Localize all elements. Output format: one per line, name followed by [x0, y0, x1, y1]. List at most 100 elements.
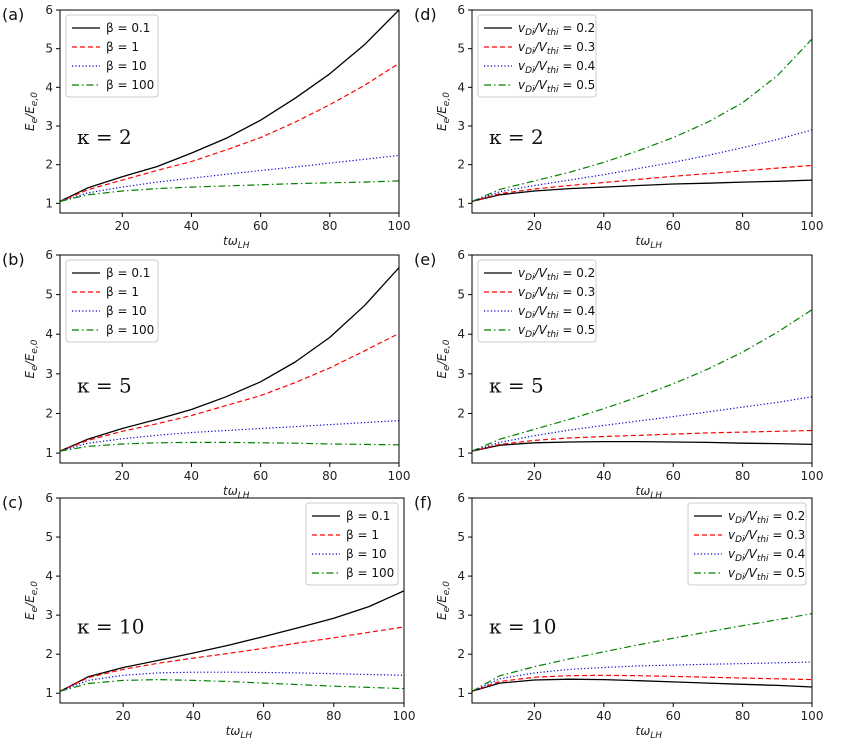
- legend-box: [477, 14, 597, 98]
- y-tick-label: 5: [457, 288, 465, 302]
- y-tick-label: 2: [457, 158, 465, 172]
- panel-label: (d): [414, 5, 437, 24]
- y-tick-label: 4: [45, 569, 53, 583]
- y-tick-label: 3: [45, 119, 53, 133]
- series-line-2: [472, 674, 812, 692]
- y-tick-label: 3: [457, 367, 465, 381]
- x-tick-label: 60: [666, 219, 681, 233]
- panel-label: (b): [2, 250, 25, 269]
- y-tick-label: 5: [45, 288, 53, 302]
- x-tick-label: 40: [596, 709, 611, 723]
- x-axis-label: tωLH: [223, 234, 250, 251]
- series-line-4: [60, 180, 399, 202]
- series-line-4: [472, 309, 812, 452]
- y-tick-label: 5: [457, 42, 465, 56]
- panel-label: (a): [2, 5, 24, 24]
- y-tick-label: 2: [457, 406, 465, 420]
- series-line-2: [472, 429, 812, 452]
- series-line-2: [60, 62, 399, 202]
- series-line-1: [472, 179, 812, 203]
- kappa-annotation: κ = 10: [77, 614, 144, 638]
- axes-frame: [471, 9, 813, 214]
- y-tick-label: 4: [45, 80, 53, 94]
- x-tick-label: 60: [253, 469, 268, 483]
- axes-frame: [59, 254, 400, 464]
- x-tick-label: 80: [322, 469, 337, 483]
- series-line-2: [60, 332, 399, 452]
- legend-label: β = 100: [106, 78, 154, 92]
- x-tick-label: 100: [388, 469, 411, 483]
- x-tick-label: 80: [735, 219, 750, 233]
- legend-label: β = 10: [106, 304, 147, 318]
- x-tick-label: 20: [115, 469, 130, 483]
- legend-label: β = 10: [106, 59, 147, 73]
- series-line-3: [472, 396, 812, 452]
- y-axis-label: Ee/Ee,0: [435, 339, 452, 378]
- y-tick-label: 6: [45, 3, 53, 17]
- legend-label: vDi/Vthi = 0.4: [518, 304, 595, 321]
- legend-label: vDi/Vthi = 0.5: [728, 566, 805, 583]
- y-tick-label: 4: [45, 327, 53, 341]
- x-tick-label: 20: [115, 219, 130, 233]
- axes-frame: [59, 9, 400, 214]
- legend-label: vDi/Vthi = 0.3: [518, 285, 595, 302]
- y-tick-label: 3: [457, 608, 465, 622]
- y-tick-label: 2: [45, 158, 53, 172]
- legend-label: vDi/Vthi = 0.2: [728, 509, 805, 526]
- legend: β = 0.1 β = 1 β = 10 β = 100: [65, 14, 159, 98]
- legend-label: vDi/Vthi = 0.5: [518, 323, 595, 340]
- y-tick-label: 5: [45, 42, 53, 56]
- x-tick-label: 20: [527, 709, 542, 723]
- y-tick-label: 1: [45, 446, 53, 460]
- x-tick-label: 40: [596, 219, 611, 233]
- legend-label: β = 0.1: [106, 21, 150, 35]
- legend-label: vDi/Vthi = 0.3: [518, 40, 595, 57]
- x-axis-label: tωLH: [636, 234, 663, 251]
- legend-label: vDi/Vthi = 0.2: [518, 21, 595, 38]
- panel-label: (c): [2, 493, 23, 512]
- legend-label: vDi/Vthi = 0.4: [728, 547, 805, 564]
- axes-frame: [471, 497, 813, 704]
- panel-label: (e): [414, 250, 436, 269]
- legend-label: vDi/Vthi = 0.3: [728, 528, 805, 545]
- legend-label: β = 100: [106, 323, 154, 337]
- legend-label: β = 1: [106, 40, 139, 54]
- y-axis-label: Ee/Ee,0: [435, 581, 452, 620]
- x-tick-label: 60: [256, 709, 271, 723]
- kappa-annotation: κ = 10: [489, 614, 556, 638]
- y-tick-label: 4: [457, 569, 465, 583]
- x-axis-label: tωLH: [636, 484, 663, 501]
- legend: β = 0.1 β = 1 β = 10 β = 100: [65, 259, 159, 343]
- series-line-3: [60, 671, 404, 692]
- legend-label: β = 0.1: [346, 509, 390, 523]
- x-tick-label: 100: [393, 709, 416, 723]
- y-tick-label: 2: [457, 647, 465, 661]
- legend: vDi/Vthi = 0.2 vDi/Vthi = 0.3 vDi/Vthi = 0…: [477, 14, 597, 98]
- series-line-4: [60, 441, 399, 452]
- series-line-1: [60, 10, 399, 202]
- series-line-1: [60, 267, 399, 452]
- series-line-1: [60, 590, 404, 692]
- legend: vDi/Vthi = 0.2 vDi/Vthi = 0.3 vDi/Vthi = 0…: [477, 259, 597, 343]
- y-tick-label: 1: [457, 196, 465, 210]
- kappa-annotation: κ = 5: [77, 373, 132, 397]
- x-tick-label: 20: [527, 469, 542, 483]
- kappa-annotation: κ = 2: [77, 125, 132, 149]
- x-tick-label: 40: [184, 469, 199, 483]
- y-axis-label: Ee/Ee,0: [23, 92, 40, 131]
- y-tick-label: 5: [45, 530, 53, 544]
- x-axis-label: tωLH: [223, 484, 250, 501]
- x-tick-label: 40: [184, 219, 199, 233]
- chart-panel-e: 20 40 60 80 100 1 2 3 4 5 6 tωLH Ee/Ee,0 (e) κ = 5 vDi/…: [414, 248, 823, 501]
- chart-panel-c: 20 40 60 80 100 1 2 3 4 5 6 tωLH Ee/Ee,0 (c) κ = 10 β =…: [2, 491, 415, 739]
- x-tick-label: 60: [666, 709, 681, 723]
- axes-frame: [59, 497, 405, 704]
- kappa-annotation: κ = 5: [489, 373, 544, 397]
- x-tick-label: 80: [322, 219, 337, 233]
- series-line-1: [472, 440, 812, 452]
- legend-box: [65, 14, 159, 98]
- series-line-3: [60, 420, 399, 452]
- legend-box: [65, 259, 159, 343]
- y-axis-label: Ee/Ee,0: [23, 581, 40, 620]
